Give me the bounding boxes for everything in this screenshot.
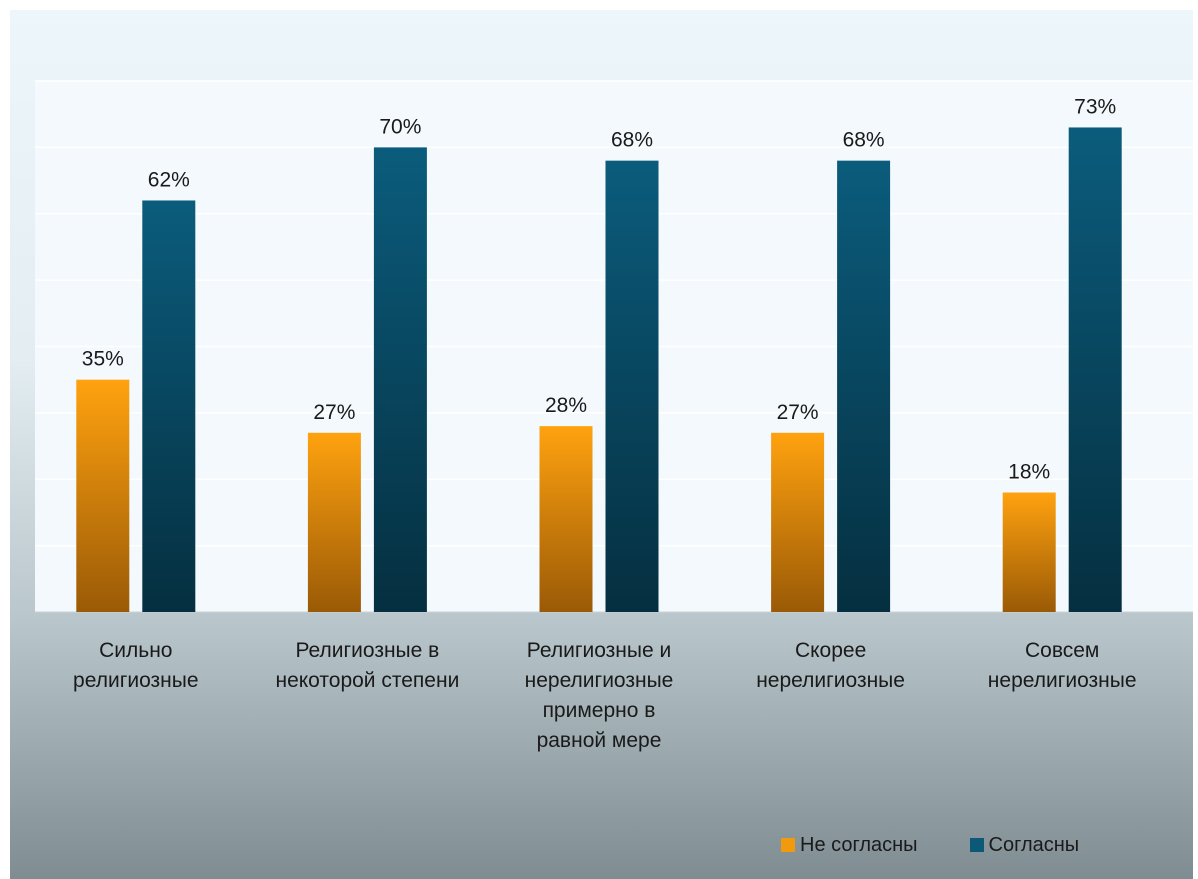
data-label-agree-4: 68% — [843, 129, 885, 152]
chart-area: 35% 62% 27% 70% 28% 68% 27% 68% 18% 73% Сильно рел… — [10, 10, 1193, 879]
data-label-disagree-3: 28% — [545, 394, 587, 417]
legend-item-disagree: Не согласны — [781, 834, 918, 857]
legend: Не согласны Согласны — [781, 832, 1079, 858]
x-tick-label-line: нерелигиозные — [987, 669, 1137, 692]
bar-agree-4 — [837, 160, 891, 612]
x-tick-label: Религиозные в некоторой степени — [252, 636, 482, 696]
x-tick-label-line: Скорее — [794, 639, 867, 662]
x-tick-label-line: Религиозные в — [295, 639, 440, 662]
legend-label-disagree: Не согласны — [800, 833, 918, 856]
data-labels: 35% 62% 27% 70% 28% 68% 27% 68% 18% 73% — [82, 95, 1116, 483]
legend-item-agree: Согласны — [969, 833, 1080, 857]
bar-disagree-2 — [307, 432, 361, 612]
x-tick-label: Сильно религиозные — [21, 636, 251, 696]
x-tick-label-line: нерелигиозные — [524, 669, 674, 692]
legend-label-agree: Согласны — [988, 833, 1080, 856]
legend-swatch-disagree — [781, 838, 795, 852]
x-tick-label-line: некоторой степени — [275, 669, 460, 692]
bar-agree-1 — [142, 200, 196, 612]
legend-swatch-agree — [969, 838, 984, 852]
bar-agree-2 — [373, 147, 427, 612]
bars — [76, 127, 1122, 613]
x-tick-label-line: равной мере — [536, 729, 662, 752]
data-label-disagree-4: 27% — [777, 401, 819, 424]
x-tick-label-line: примерно в — [542, 699, 656, 722]
bar-disagree-3 — [539, 426, 593, 612]
x-tick-label: Скорее нерелигиозные — [716, 636, 946, 696]
data-label-disagree-2: 27% — [313, 401, 355, 424]
data-label-agree-2: 70% — [379, 115, 421, 138]
data-label-disagree-1: 35% — [82, 348, 124, 371]
bar-chart: 35% 62% 27% 70% 28% 68% 27% 68% 18% 73% — [35, 80, 1193, 613]
x-tick-label-line: нерелигиозные — [756, 669, 905, 692]
x-tick-label-line: Религиозные и — [526, 639, 672, 662]
data-label-agree-5: 73% — [1074, 95, 1116, 118]
x-tick-label: Совсем нерелигиозные — [947, 636, 1177, 696]
bar-disagree-5 — [1002, 492, 1056, 612]
bar-agree-5 — [1068, 127, 1122, 613]
data-label-disagree-5: 18% — [1008, 461, 1050, 484]
data-label-agree-1: 62% — [148, 168, 190, 191]
bar-disagree-1 — [76, 379, 130, 612]
x-tick-label-line: религиозные — [73, 669, 199, 692]
x-tick-label: Религиозные и нерелигиозные примерно в равн… — [484, 636, 714, 756]
data-label-agree-3: 68% — [611, 129, 653, 152]
bar-agree-3 — [605, 160, 659, 612]
bar-disagree-4 — [771, 432, 825, 612]
x-tick-label-line: Совсем — [1024, 639, 1100, 662]
x-tick-label-line: Сильно — [99, 639, 173, 662]
